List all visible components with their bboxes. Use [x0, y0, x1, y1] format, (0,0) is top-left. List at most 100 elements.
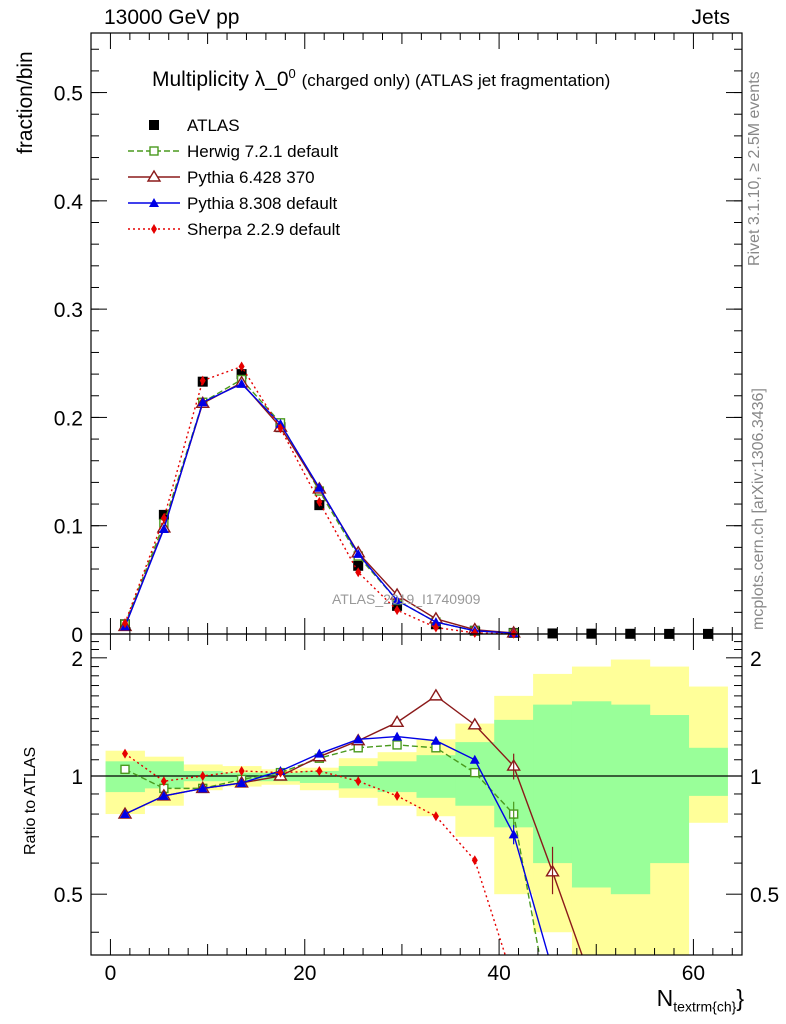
- ratio-inner-band-bin: [533, 704, 573, 864]
- main-y-axis-label: fraction/bin: [14, 51, 37, 154]
- ratio-point-pythia8: [469, 754, 480, 764]
- legend-label-atlas: ATLAS: [187, 116, 240, 135]
- x-tick-label: 40: [487, 962, 510, 985]
- ratio-inner-band-bin: [299, 770, 340, 783]
- x-axis-label-main: N: [656, 985, 674, 1011]
- main-point-pythia8: [236, 378, 247, 388]
- main-point-sherpa: [355, 567, 362, 578]
- ratio-series-line-herwig: [124, 744, 541, 955]
- main-point-pythia8: [430, 617, 441, 627]
- ratio-point-herwig: [431, 743, 441, 753]
- main-point-pythia8: [353, 548, 364, 558]
- main-y-tick-label: 0.2: [54, 407, 83, 430]
- ratio-point-sherpa: [355, 776, 362, 787]
- ratio-point-sherpa: [122, 748, 129, 759]
- main-point-sherpa: [238, 361, 245, 372]
- ratio-point-herwig: [392, 740, 402, 750]
- main-y-tick-label: 0.3: [54, 299, 83, 322]
- x-axis-label: Ntextrm{ch}}: [657, 985, 744, 1015]
- x-tick-label: 60: [682, 962, 705, 985]
- main-point-sherpa: [160, 513, 167, 524]
- legend-marker-pythia6: [146, 169, 162, 182]
- ratio-y-tick-label-right: 1: [750, 766, 762, 789]
- analysis-watermark: ATLAS_2019_I1740909: [332, 591, 481, 607]
- ratio-point-herwig: [120, 764, 130, 775]
- ratio-point-sherpa: [238, 765, 245, 776]
- main-y-tick-label: 0.5: [54, 83, 83, 106]
- main-title-text: Multiplicity λ_0: [152, 68, 289, 91]
- ratio-point-sherpa: [316, 765, 323, 776]
- main-point-sherpa: [277, 423, 284, 434]
- ratio-y-tick-label-left: 1: [71, 766, 83, 789]
- legend: ATLAS Herwig 7.2.1 default Pythia 6.428 37…: [128, 116, 340, 239]
- ratio-point-pythia8: [158, 790, 169, 800]
- x-axis-label-tail: }: [736, 985, 744, 1011]
- ratio-point-pythia8: [353, 734, 364, 744]
- main-title-superscript: 0: [288, 66, 296, 81]
- ratio-point-sherpa: [160, 776, 167, 787]
- main-point-sherpa: [394, 605, 401, 616]
- x-tick-label: 20: [293, 962, 316, 985]
- ratio-point-pythia8: [236, 777, 247, 787]
- main-y-tick-label: 0.4: [54, 191, 84, 214]
- main-point-sherpa: [122, 618, 129, 629]
- x-axis-label-subscript: textrm{ch}: [673, 998, 737, 1015]
- rivet-version-label: Rivet 3.1.10, ≥ 2.5M events: [746, 71, 763, 266]
- ratio-point-herwig: [470, 767, 480, 778]
- ratio-inner-band-bin: [377, 761, 417, 793]
- legend-marker-atlas: [149, 120, 159, 130]
- ratio-point-sherpa: [471, 855, 478, 866]
- axis-ticks: 0 0.1 0.2 0.3 0.4 0.5 0 20 40 60 0.5 0.5 1 1 2 2: [54, 33, 779, 985]
- ratio-y-tick-label-right: 2: [750, 648, 762, 671]
- legend-label-pythia6: Pythia 6.428 370: [187, 168, 315, 187]
- legend-marker-sherpa: [151, 224, 157, 234]
- category-label: Jets: [691, 6, 730, 29]
- plot-frames: [90, 32, 743, 956]
- ratio-point-sherpa: [394, 790, 401, 801]
- ratio-plot-frame: [90, 633, 743, 956]
- main-point-pythia8: [158, 523, 169, 533]
- ratio-y-tick-label-left: 0.5: [54, 884, 83, 907]
- ratio-inner-band-bin: [688, 747, 728, 796]
- ratio-uncertainty-bands: [105, 659, 728, 955]
- ratio-point-sherpa: [199, 771, 206, 782]
- main-point-atlas: [353, 560, 364, 571]
- ratio-series: [117, 688, 583, 955]
- ratio-inner-band-bin: [571, 701, 612, 888]
- ratio-y-tick-label-right: 0.5: [750, 884, 779, 907]
- ratio-point-pythia6: [389, 714, 405, 728]
- ratio-point-pythia8: [392, 731, 403, 741]
- ratio-point-pythia8: [314, 748, 325, 758]
- main-y-tick-label: 0.1: [54, 516, 83, 539]
- main-point-sherpa: [316, 496, 323, 507]
- ratio-inner-band-bin: [610, 704, 651, 895]
- ratio-point-sherpa: [432, 811, 439, 822]
- ratio-y-tick-label-left: 2: [71, 648, 83, 671]
- ratio-series-line-pythia8: [124, 735, 549, 955]
- main-point-sherpa: [432, 622, 439, 633]
- legend-label-herwig: Herwig 7.2.1 default: [187, 142, 338, 161]
- main-point-pythia8: [197, 397, 208, 407]
- ratio-point-pythia8: [197, 783, 208, 793]
- main-point-atlas: [236, 369, 247, 380]
- energy-label: 13000 GeV pp: [104, 6, 240, 29]
- main-point-pythia8: [392, 595, 403, 605]
- legend-label-sherpa: Sherpa 2.2.9 default: [187, 220, 340, 239]
- ratio-inner-band-bin: [649, 715, 690, 864]
- main-point-sherpa: [471, 627, 478, 638]
- main-panel-title: Multiplicity λ_00 (charged only) (ATLAS …: [152, 66, 610, 92]
- ratio-point-sherpa: [277, 767, 284, 778]
- ratio-point-pythia8: [120, 809, 131, 819]
- legend-label-pythia8: Pythia 8.308 default: [187, 194, 338, 213]
- legend-marker-pythia8: [149, 198, 159, 207]
- ratio-point-pythia6: [467, 717, 483, 730]
- ratio-point-pythia8: [430, 735, 441, 745]
- main-y-tick-label: 0: [71, 624, 83, 647]
- main-title-rest: (charged only) (ATLAS jet fragmentation): [301, 71, 611, 90]
- x-tick-label: 0: [105, 962, 117, 985]
- main-point-sherpa: [199, 375, 206, 386]
- mcplots-citation-label: mcplots.cern.ch [arXiv:1306.3436]: [750, 388, 767, 630]
- ratio-y-axis-label: Ratio to ATLAS: [22, 746, 39, 855]
- legend-marker-herwig: [149, 146, 159, 156]
